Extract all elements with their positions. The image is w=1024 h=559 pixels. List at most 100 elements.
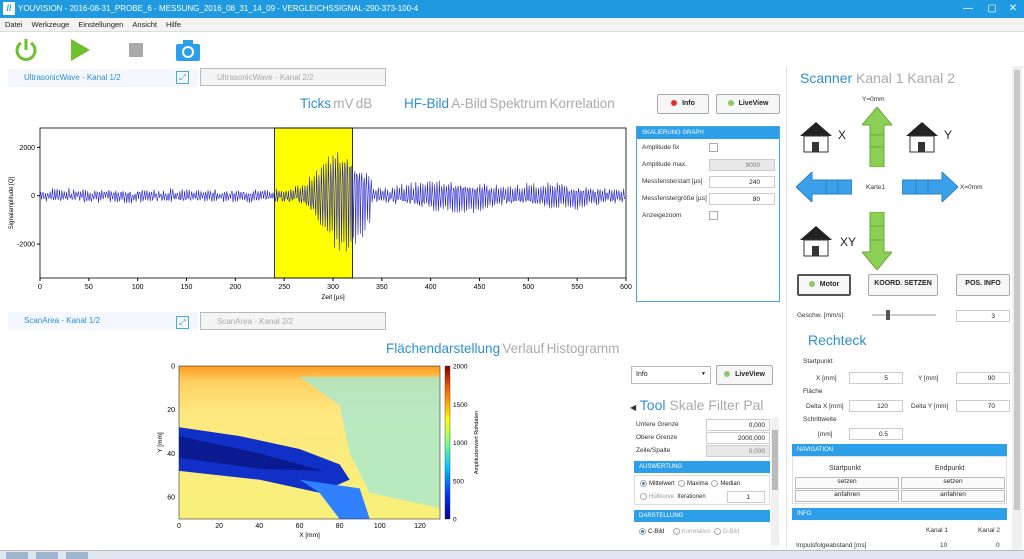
left-arrow-icon[interactable]: ◀ bbox=[630, 403, 637, 412]
tool-input[interactable]: 0,000 bbox=[706, 419, 770, 431]
radio-mittelwert[interactable] bbox=[640, 480, 647, 487]
x-tick-label: 60 bbox=[296, 523, 304, 530]
label-maxima: Maxima bbox=[687, 481, 709, 488]
tab-ticks[interactable]: Ticks bbox=[300, 96, 331, 111]
colorbar-tick-label: 1500 bbox=[453, 402, 468, 409]
scale-input[interactable]: 240 bbox=[709, 176, 775, 188]
close-button[interactable]: ✕ bbox=[1008, 3, 1018, 14]
speed-slider[interactable] bbox=[872, 310, 936, 320]
tab-ultrasonic-kanal2[interactable]: UltrasonicWave - Kanal 2/2 bbox=[200, 68, 386, 86]
minimize-button[interactable]: — bbox=[963, 3, 973, 14]
tool-scrollbar[interactable] bbox=[771, 418, 779, 546]
tab-skale[interactable]: Skale bbox=[669, 397, 705, 413]
scan-view-tabs: Flächendarstellung Verlauf Histogramm bbox=[386, 341, 619, 356]
menu-hilfe[interactable]: Hilfe bbox=[165, 20, 181, 29]
menu-ansicht[interactable]: Ansicht bbox=[132, 20, 157, 29]
start-setzen-button[interactable]: setzen bbox=[795, 477, 899, 489]
radio-huellkurve[interactable] bbox=[640, 493, 647, 500]
end-anfahren-button[interactable]: anfahren bbox=[901, 490, 1005, 502]
start-x-input[interactable]: 5 bbox=[849, 372, 903, 384]
tab-verlauf[interactable]: Verlauf bbox=[502, 341, 545, 356]
expand-icon[interactable]: ⤢ bbox=[176, 71, 189, 84]
home-y-label: Y bbox=[944, 128, 953, 142]
scale-row: Anzeigezoom bbox=[642, 210, 774, 224]
liveview-button-2[interactable]: LiveView bbox=[716, 365, 773, 385]
menu-datei[interactable]: Datei bbox=[5, 20, 23, 29]
expand-icon[interactable]: ⤢ bbox=[176, 316, 189, 329]
tab-pal[interactable]: Pal bbox=[743, 397, 764, 413]
camera-icon[interactable] bbox=[174, 36, 202, 64]
tool-scroll-thumb[interactable] bbox=[772, 430, 778, 490]
tab-kanal1[interactable]: Kanal 1 bbox=[856, 70, 904, 86]
app-logo: // bbox=[3, 2, 15, 15]
tool-row-label: Zeile/Spalte bbox=[636, 447, 671, 454]
liveview-button[interactable]: LiveView bbox=[716, 94, 780, 114]
radio-d-bild[interactable] bbox=[714, 528, 722, 535]
tab-scanner[interactable]: Scanner bbox=[800, 70, 853, 86]
tab-scanarea-kanal1[interactable]: ScanArea - Kanal 1/2 bbox=[8, 312, 198, 330]
end-setzen-button[interactable]: setzen bbox=[901, 477, 1005, 489]
start-y-input[interactable]: 90 bbox=[956, 372, 1010, 384]
tab-ultrasonic-kanal1[interactable]: UltrasonicWave - Kanal 1/2 bbox=[8, 69, 198, 87]
play-icon[interactable] bbox=[66, 36, 94, 64]
arrow-right-icon[interactable] bbox=[902, 172, 958, 202]
tab-hf-bild[interactable]: HF-Bild bbox=[404, 96, 450, 111]
tool-input[interactable]: 0,000 bbox=[706, 445, 770, 457]
speed-input[interactable]: 3 bbox=[956, 310, 1010, 322]
right-scroll-thumb[interactable] bbox=[1014, 70, 1020, 510]
scale-input[interactable]: 80 bbox=[709, 193, 775, 205]
radio-korrelation[interactable] bbox=[672, 528, 680, 535]
tool-tabs: ◀ Tool Skale Filter Pal bbox=[630, 397, 780, 413]
start-anfahren-button[interactable]: anfahren bbox=[795, 490, 899, 502]
tab-korrelation[interactable]: Korrelation bbox=[549, 96, 615, 111]
info-button[interactable]: Info bbox=[657, 94, 709, 114]
delta-y-label: Delta Y [mm] bbox=[911, 403, 949, 410]
tool-input[interactable]: 2000,000 bbox=[706, 432, 770, 444]
tab-kanal2[interactable]: Kanal 2 bbox=[907, 70, 955, 86]
tab-db[interactable]: dB bbox=[355, 96, 373, 111]
menu-werkzeuge[interactable]: Werkzeuge bbox=[31, 20, 70, 29]
home-xy-icon[interactable] bbox=[798, 224, 834, 258]
taskbar-button[interactable] bbox=[66, 552, 88, 559]
tab-spektrum[interactable]: Spektrum bbox=[489, 96, 548, 111]
delta-x-input[interactable]: 120 bbox=[849, 400, 903, 412]
taskbar-button[interactable] bbox=[36, 552, 58, 559]
iterationen-input[interactable]: 1 bbox=[727, 491, 765, 503]
tab-mv[interactable]: mV bbox=[333, 96, 354, 111]
tab-tool[interactable]: Tool bbox=[639, 397, 666, 413]
info-select-value: Info bbox=[636, 371, 648, 378]
info-select[interactable]: Info ▼ bbox=[631, 366, 711, 384]
speed-slider-thumb[interactable] bbox=[886, 310, 890, 320]
arrow-up-icon[interactable] bbox=[862, 107, 892, 167]
power-icon[interactable] bbox=[12, 36, 40, 64]
koord-setzen-button[interactable]: KOORD. SETZEN bbox=[868, 274, 938, 296]
stop-icon[interactable] bbox=[122, 36, 150, 64]
delta-y-input[interactable]: 70 bbox=[956, 400, 1010, 412]
schrittweite-input[interactable]: 0.5 bbox=[849, 428, 903, 440]
scale-checkbox[interactable] bbox=[709, 211, 718, 220]
radio-c-bild[interactable] bbox=[639, 528, 646, 535]
tab-scanarea-kanal2[interactable]: ScanArea - Kanal 2/2 bbox=[200, 312, 386, 330]
pos-info-button[interactable]: POS. INFO bbox=[956, 274, 1010, 296]
arrow-left-icon[interactable] bbox=[796, 172, 852, 202]
window-title: YOUVISION - 2016-08-31_PROBE_6 - MESSUNG… bbox=[18, 4, 419, 13]
scale-row-label: Amplitude fix bbox=[642, 144, 680, 151]
right-scrollbar[interactable] bbox=[1012, 66, 1022, 550]
maximize-button[interactable]: ▢ bbox=[987, 3, 997, 14]
tab-a-bild[interactable]: A-Bild bbox=[451, 96, 488, 111]
radio-maxima[interactable] bbox=[678, 480, 686, 487]
home-x-icon[interactable] bbox=[798, 120, 834, 154]
scale-checkbox[interactable] bbox=[709, 143, 718, 152]
taskbar-button[interactable] bbox=[6, 552, 28, 559]
scale-input[interactable]: 9000 bbox=[709, 159, 775, 171]
tab-filter[interactable]: Filter bbox=[708, 397, 740, 413]
menu-einstellungen[interactable]: Einstellungen bbox=[78, 20, 124, 29]
arrow-down-icon[interactable] bbox=[862, 212, 892, 270]
radio-median[interactable] bbox=[711, 480, 719, 487]
auswertung-header: AUSWERTUNG bbox=[634, 461, 770, 473]
tab-histogramm[interactable]: Histogramm bbox=[546, 341, 620, 356]
motor-button[interactable]: Motor bbox=[797, 274, 851, 296]
home-y-icon[interactable] bbox=[904, 120, 940, 154]
tab-flaechendarstellung[interactable]: Flächendarstellung bbox=[386, 341, 501, 356]
label-iterationen: Iterationen bbox=[677, 494, 706, 501]
